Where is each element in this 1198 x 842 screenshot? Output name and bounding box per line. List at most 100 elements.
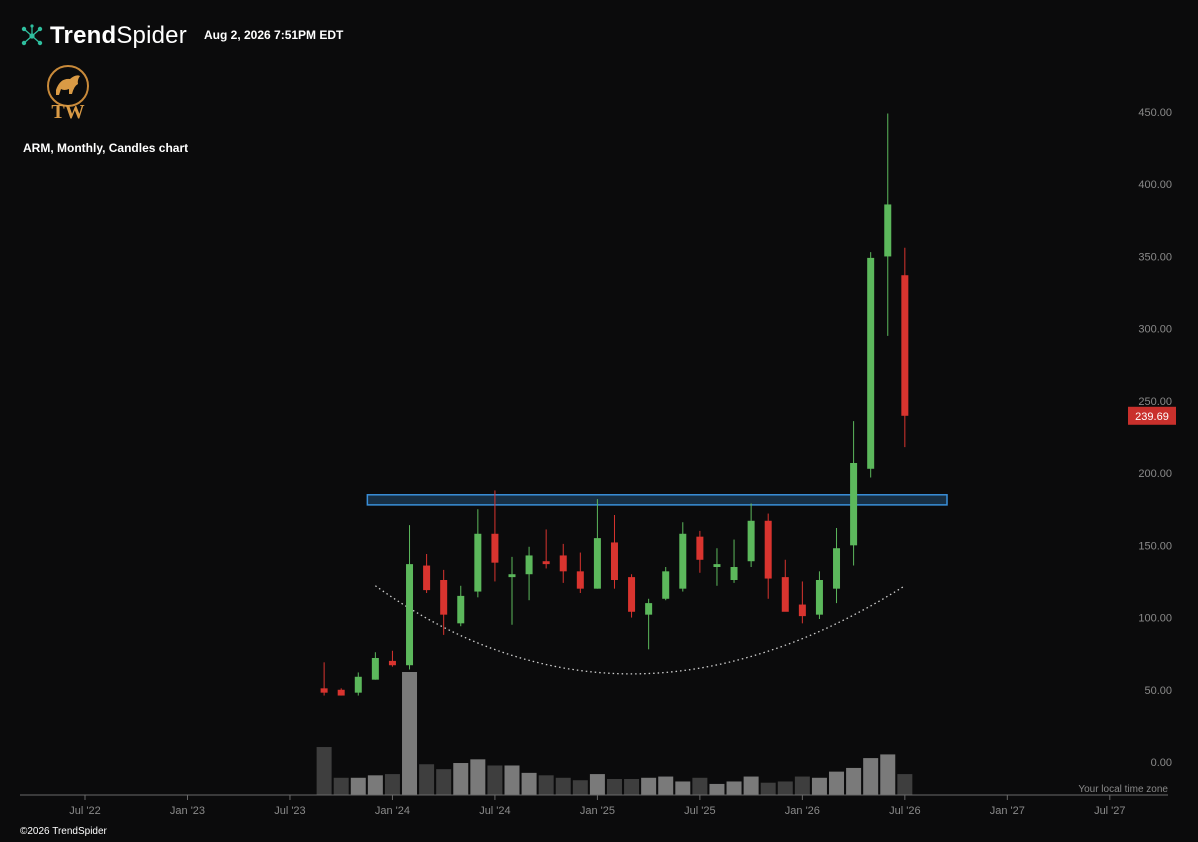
volume-bar bbox=[760, 782, 776, 795]
volume-bar bbox=[829, 771, 845, 795]
volume-bar bbox=[419, 764, 435, 795]
y-tick-label: 200.00 bbox=[1138, 468, 1172, 480]
volume-bar bbox=[863, 758, 879, 795]
volume-bar bbox=[384, 774, 400, 795]
y-tick-label: 300.00 bbox=[1138, 324, 1172, 336]
volume-bar bbox=[350, 777, 366, 795]
timezone-label: Your local time zone bbox=[1078, 784, 1168, 795]
x-tick-label: Jan '25 bbox=[580, 805, 615, 817]
volume-bar bbox=[709, 783, 725, 795]
y-tick-label: 450.00 bbox=[1138, 107, 1172, 119]
candle-body[interactable] bbox=[867, 257, 875, 469]
candle-body[interactable] bbox=[406, 564, 414, 666]
volume-bar bbox=[606, 779, 622, 795]
candle-body[interactable] bbox=[798, 604, 806, 617]
x-tick-label: Jul '26 bbox=[889, 805, 920, 817]
candle-body[interactable] bbox=[662, 571, 670, 599]
candle-body[interactable] bbox=[320, 688, 328, 693]
svg-text:TW: TW bbox=[51, 101, 84, 122]
volume-bar bbox=[555, 777, 571, 795]
y-tick-label: 0.00 bbox=[1151, 757, 1172, 769]
volume-bar bbox=[316, 747, 332, 795]
candle-body[interactable] bbox=[491, 533, 499, 563]
candle-body[interactable] bbox=[423, 565, 431, 591]
volume-bar bbox=[572, 780, 588, 795]
annotations bbox=[366, 494, 948, 675]
candle-body[interactable] bbox=[645, 603, 653, 615]
candle-body[interactable] bbox=[337, 689, 345, 696]
volume-bar bbox=[453, 763, 469, 795]
volume-bar bbox=[897, 774, 913, 795]
volume-bar bbox=[624, 779, 640, 795]
cup-curve[interactable] bbox=[374, 585, 906, 675]
candle-body[interactable] bbox=[371, 658, 379, 680]
candle-body[interactable] bbox=[593, 538, 601, 589]
volume-bar bbox=[504, 765, 520, 795]
volume-bar bbox=[436, 769, 452, 795]
candle-body[interactable] bbox=[764, 520, 772, 579]
brand: TrendSpider bbox=[20, 22, 187, 50]
y-tick-label: 50.00 bbox=[1144, 685, 1172, 697]
x-tick-label: Jul '27 bbox=[1094, 805, 1125, 817]
volume-bar bbox=[402, 672, 418, 795]
candle-body[interactable] bbox=[884, 204, 892, 257]
x-tick-label: Jul '24 bbox=[479, 805, 510, 817]
candle-body[interactable] bbox=[440, 580, 448, 615]
candle-body[interactable] bbox=[850, 463, 858, 546]
candle-body[interactable] bbox=[730, 567, 738, 580]
last-price-label: 239.69 bbox=[1135, 411, 1169, 423]
last-price-badge bbox=[1128, 406, 1176, 425]
volume-bar bbox=[521, 772, 537, 795]
x-tick-label: Jan '24 bbox=[375, 805, 410, 817]
volume-bar bbox=[538, 775, 554, 795]
candle-body[interactable] bbox=[354, 676, 362, 693]
candle-body[interactable] bbox=[833, 548, 841, 589]
candle-body[interactable] bbox=[457, 595, 465, 624]
candle-body[interactable] bbox=[781, 577, 789, 612]
tw-bull-logo-icon: TW bbox=[44, 64, 92, 127]
candle-body[interactable] bbox=[679, 533, 687, 589]
volume-bar bbox=[367, 775, 383, 795]
trendspider-nodes-icon bbox=[21, 24, 43, 46]
y-tick-label: 400.00 bbox=[1138, 179, 1172, 191]
volume-bar bbox=[692, 777, 708, 795]
x-tick-label: Jan '26 bbox=[785, 805, 820, 817]
candle-body[interactable] bbox=[815, 580, 823, 615]
candles bbox=[320, 113, 909, 696]
brand-name: TrendSpider bbox=[50, 22, 187, 49]
resistance-zone[interactable] bbox=[366, 494, 948, 506]
copyright: ©2026 TrendSpider bbox=[20, 826, 107, 837]
volume-bar bbox=[589, 774, 605, 795]
volume-bar bbox=[846, 767, 862, 795]
candle-body[interactable] bbox=[901, 275, 909, 416]
volume-bar bbox=[811, 777, 827, 795]
x-tick-label: Jul '25 bbox=[684, 805, 715, 817]
volume-bar bbox=[658, 776, 674, 795]
y-tick-label: 150.00 bbox=[1138, 540, 1172, 552]
volume-bar bbox=[641, 777, 657, 795]
candle-body[interactable] bbox=[713, 564, 721, 567]
candle-body[interactable] bbox=[559, 555, 567, 572]
volume-bar bbox=[726, 781, 742, 795]
candle-body[interactable] bbox=[576, 571, 584, 589]
x-tick-label: Jul '22 bbox=[69, 805, 100, 817]
candle-body[interactable] bbox=[525, 555, 533, 575]
candle-body[interactable] bbox=[388, 660, 396, 666]
candle-body[interactable] bbox=[628, 577, 636, 612]
candle-body[interactable] bbox=[542, 561, 550, 565]
volume-bar bbox=[333, 777, 349, 795]
candle-body[interactable] bbox=[610, 542, 618, 580]
volume-bar bbox=[675, 781, 691, 795]
x-tick-label: Jul '23 bbox=[274, 805, 305, 817]
candle-body[interactable] bbox=[474, 533, 482, 592]
volume-bar bbox=[777, 781, 793, 795]
candle-body[interactable] bbox=[508, 574, 516, 578]
volume-bar bbox=[487, 765, 503, 795]
y-tick-label: 250.00 bbox=[1138, 396, 1172, 408]
candle-body[interactable] bbox=[696, 536, 704, 560]
candle-body[interactable] bbox=[747, 520, 755, 562]
volume-bar bbox=[470, 759, 486, 795]
chart-title: ARM, Monthly, Candles chart bbox=[23, 141, 189, 155]
volume-bar bbox=[794, 776, 810, 795]
